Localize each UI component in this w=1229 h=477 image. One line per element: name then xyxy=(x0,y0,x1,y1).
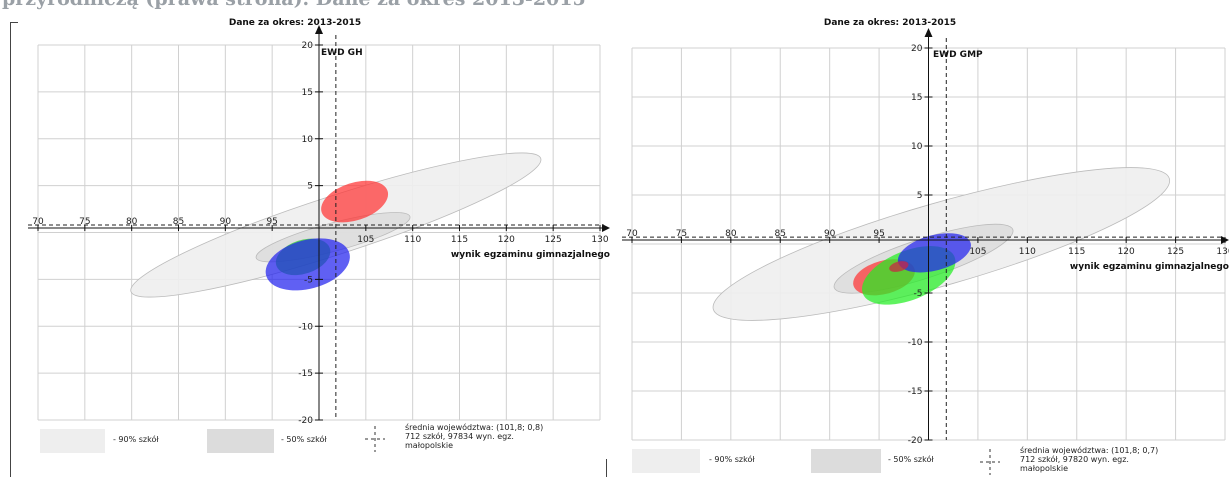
x-tick-label: 85 xyxy=(775,229,786,239)
legend-swatch-50 xyxy=(811,449,881,473)
y-tick-label: 15 xyxy=(911,93,922,103)
legend-label-90: - 90% szkół xyxy=(113,434,159,444)
x-tick-label: 120 xyxy=(1118,247,1135,257)
x-tick-label: 90 xyxy=(824,229,836,239)
y-tick-label: 15 xyxy=(302,88,313,98)
x-tick-label: 130 xyxy=(1216,247,1229,257)
x-tick-label: 105 xyxy=(357,235,374,245)
y-tick-label: 5 xyxy=(917,191,923,201)
y-tick-label: -10 xyxy=(908,338,923,348)
legend-mean-text: 712 szkół, 97834 wyn. egz. xyxy=(405,431,514,441)
ellipse-group-5 xyxy=(889,261,909,272)
ellipse-group-4 xyxy=(265,238,350,291)
legend-swatch-50 xyxy=(207,429,274,453)
x-axis-arrow xyxy=(602,224,610,232)
chart-title: Dane za okres: 2013-2015 xyxy=(229,18,361,28)
y-tick-label: -20 xyxy=(298,416,313,426)
x-tick-label: 85 xyxy=(173,217,184,227)
x-tick-label: 125 xyxy=(545,235,562,245)
x-tick-label: 90 xyxy=(220,217,232,227)
page-heading: przyrodniczą (prawa strona). Dane za okr… xyxy=(2,0,586,10)
x-tick-label: 80 xyxy=(725,229,737,239)
x-axis-label: wynik egzaminu gimnazjalnego xyxy=(1070,262,1229,272)
x-tick-label: 70 xyxy=(626,229,638,239)
legend-mean-text: małopolskie xyxy=(405,441,453,450)
y-tick-label: 20 xyxy=(302,41,314,51)
y-tick-label: -10 xyxy=(298,322,313,332)
y-tick-label: -5 xyxy=(914,289,923,299)
y-axis-label: EWD GH xyxy=(321,48,363,58)
legend-mean-text: średnia województwa: (101,8; 0,7) xyxy=(1020,445,1158,455)
y-tick-label: 10 xyxy=(911,142,923,152)
x-tick-label: 75 xyxy=(676,229,687,239)
legend-mean-text: średnia województwa: (101,8; 0,8) xyxy=(405,422,543,432)
y-tick-label: -20 xyxy=(908,436,923,446)
chart-title: Dane za okres: 2013-2015 xyxy=(824,18,956,28)
x-tick-label: 75 xyxy=(79,217,90,227)
x-tick-label: 115 xyxy=(451,235,468,245)
x-tick-label: 110 xyxy=(404,235,421,245)
x-tick-label: 70 xyxy=(32,217,44,227)
legend-swatch-90 xyxy=(632,449,700,473)
x-tick-label: 120 xyxy=(498,235,515,245)
x-tick-label: 80 xyxy=(126,217,138,227)
y-tick-label: -15 xyxy=(908,387,923,397)
y-tick-label: 10 xyxy=(302,135,314,145)
legend-label-90: - 90% szkół xyxy=(709,454,755,464)
x-tick-label: 125 xyxy=(1167,247,1184,257)
x-tick-label: 115 xyxy=(1068,247,1085,257)
figure-frame-left xyxy=(10,22,11,477)
legend-swatch-90 xyxy=(40,429,105,453)
x-axis-label: wynik egzaminu gimnazjalnego xyxy=(451,250,610,260)
figure-divider xyxy=(606,459,607,477)
legend-label-50: - 50% szkół xyxy=(281,434,327,444)
y-tick-label: 20 xyxy=(911,44,923,54)
ellipse-group-4 xyxy=(897,233,971,273)
y-axis-label: EWD GMP xyxy=(933,50,983,60)
y-axis-arrow xyxy=(315,25,323,34)
figure-frame-top xyxy=(10,22,18,23)
x-tick-label: 95 xyxy=(266,217,277,227)
x-tick-label: 95 xyxy=(873,229,884,239)
legend-label-50: - 50% szkół xyxy=(888,454,934,464)
legend-mean-text: małopolskie xyxy=(1020,464,1068,473)
legend-mean-text: 712 szkół, 97820 wyn. egz. xyxy=(1020,454,1129,464)
x-tick-label: 105 xyxy=(969,247,986,257)
y-tick-label: -15 xyxy=(298,369,313,379)
y-axis-arrow xyxy=(924,28,933,37)
x-tick-label: 110 xyxy=(1019,247,1036,257)
y-tick-label: 5 xyxy=(307,182,313,192)
y-tick-label: -5 xyxy=(304,275,313,285)
x-tick-label: 130 xyxy=(591,235,608,245)
ellipse-group-2 xyxy=(321,180,389,223)
